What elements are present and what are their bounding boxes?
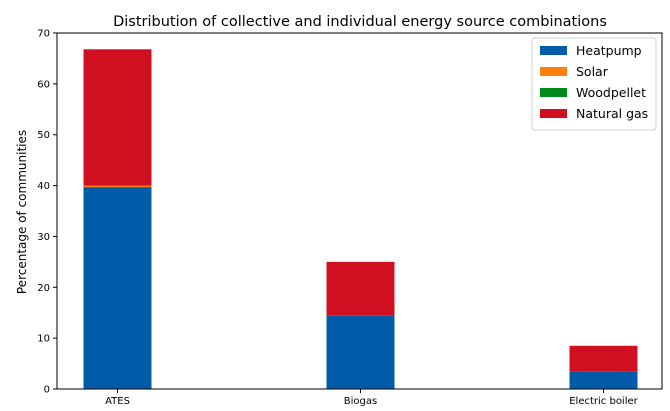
y-tick-label: 40 [37, 181, 50, 192]
legend-swatch [540, 88, 567, 97]
y-tick-label: 30 [37, 232, 50, 243]
bar-ates-solar [83, 185, 152, 188]
y-axis-title: Percentage of communities [15, 130, 29, 294]
x-tick-label: Biogas [344, 396, 377, 407]
axes-layer: 0 10 20 30 40 50 60 70 ATES Biogas Electric boiler [37, 29, 663, 407]
bars-layer [83, 49, 638, 389]
y-tick-label: 60 [37, 79, 50, 90]
chart-title: Distribution of collective and individua… [113, 14, 607, 30]
legend-label: Natural gas [576, 106, 648, 121]
bar-ates-heatpump [83, 187, 152, 389]
legend-box [531, 37, 657, 131]
legend-swatch [540, 46, 567, 55]
legend: Heatpump Solar Woodpellet Natural gas [531, 37, 657, 131]
y-tick-label: 10 [37, 334, 50, 345]
x-tick-label: Electric boiler [569, 396, 638, 407]
legend-swatch [540, 67, 567, 76]
bar-biogas-heatpump [326, 315, 395, 389]
bar-biogas-natural-gas [326, 261, 395, 316]
legend-label: Woodpellet [576, 85, 646, 100]
legend-label: Solar [576, 64, 609, 79]
bar-ates-natural-gas [83, 49, 152, 186]
bar-electric-boiler-heatpump [569, 371, 638, 389]
plot-frame [56, 32, 663, 390]
legend-label: Heatpump [576, 43, 642, 58]
y-tick-label: 50 [37, 130, 50, 141]
x-tick-label: ATES [105, 396, 130, 407]
legend-swatch [540, 109, 567, 118]
bar-electric-boiler-natural-gas [569, 345, 638, 372]
y-tick-label: 0 [44, 385, 50, 396]
y-tick-label: 70 [37, 29, 50, 40]
y-tick-label: 20 [37, 283, 50, 294]
